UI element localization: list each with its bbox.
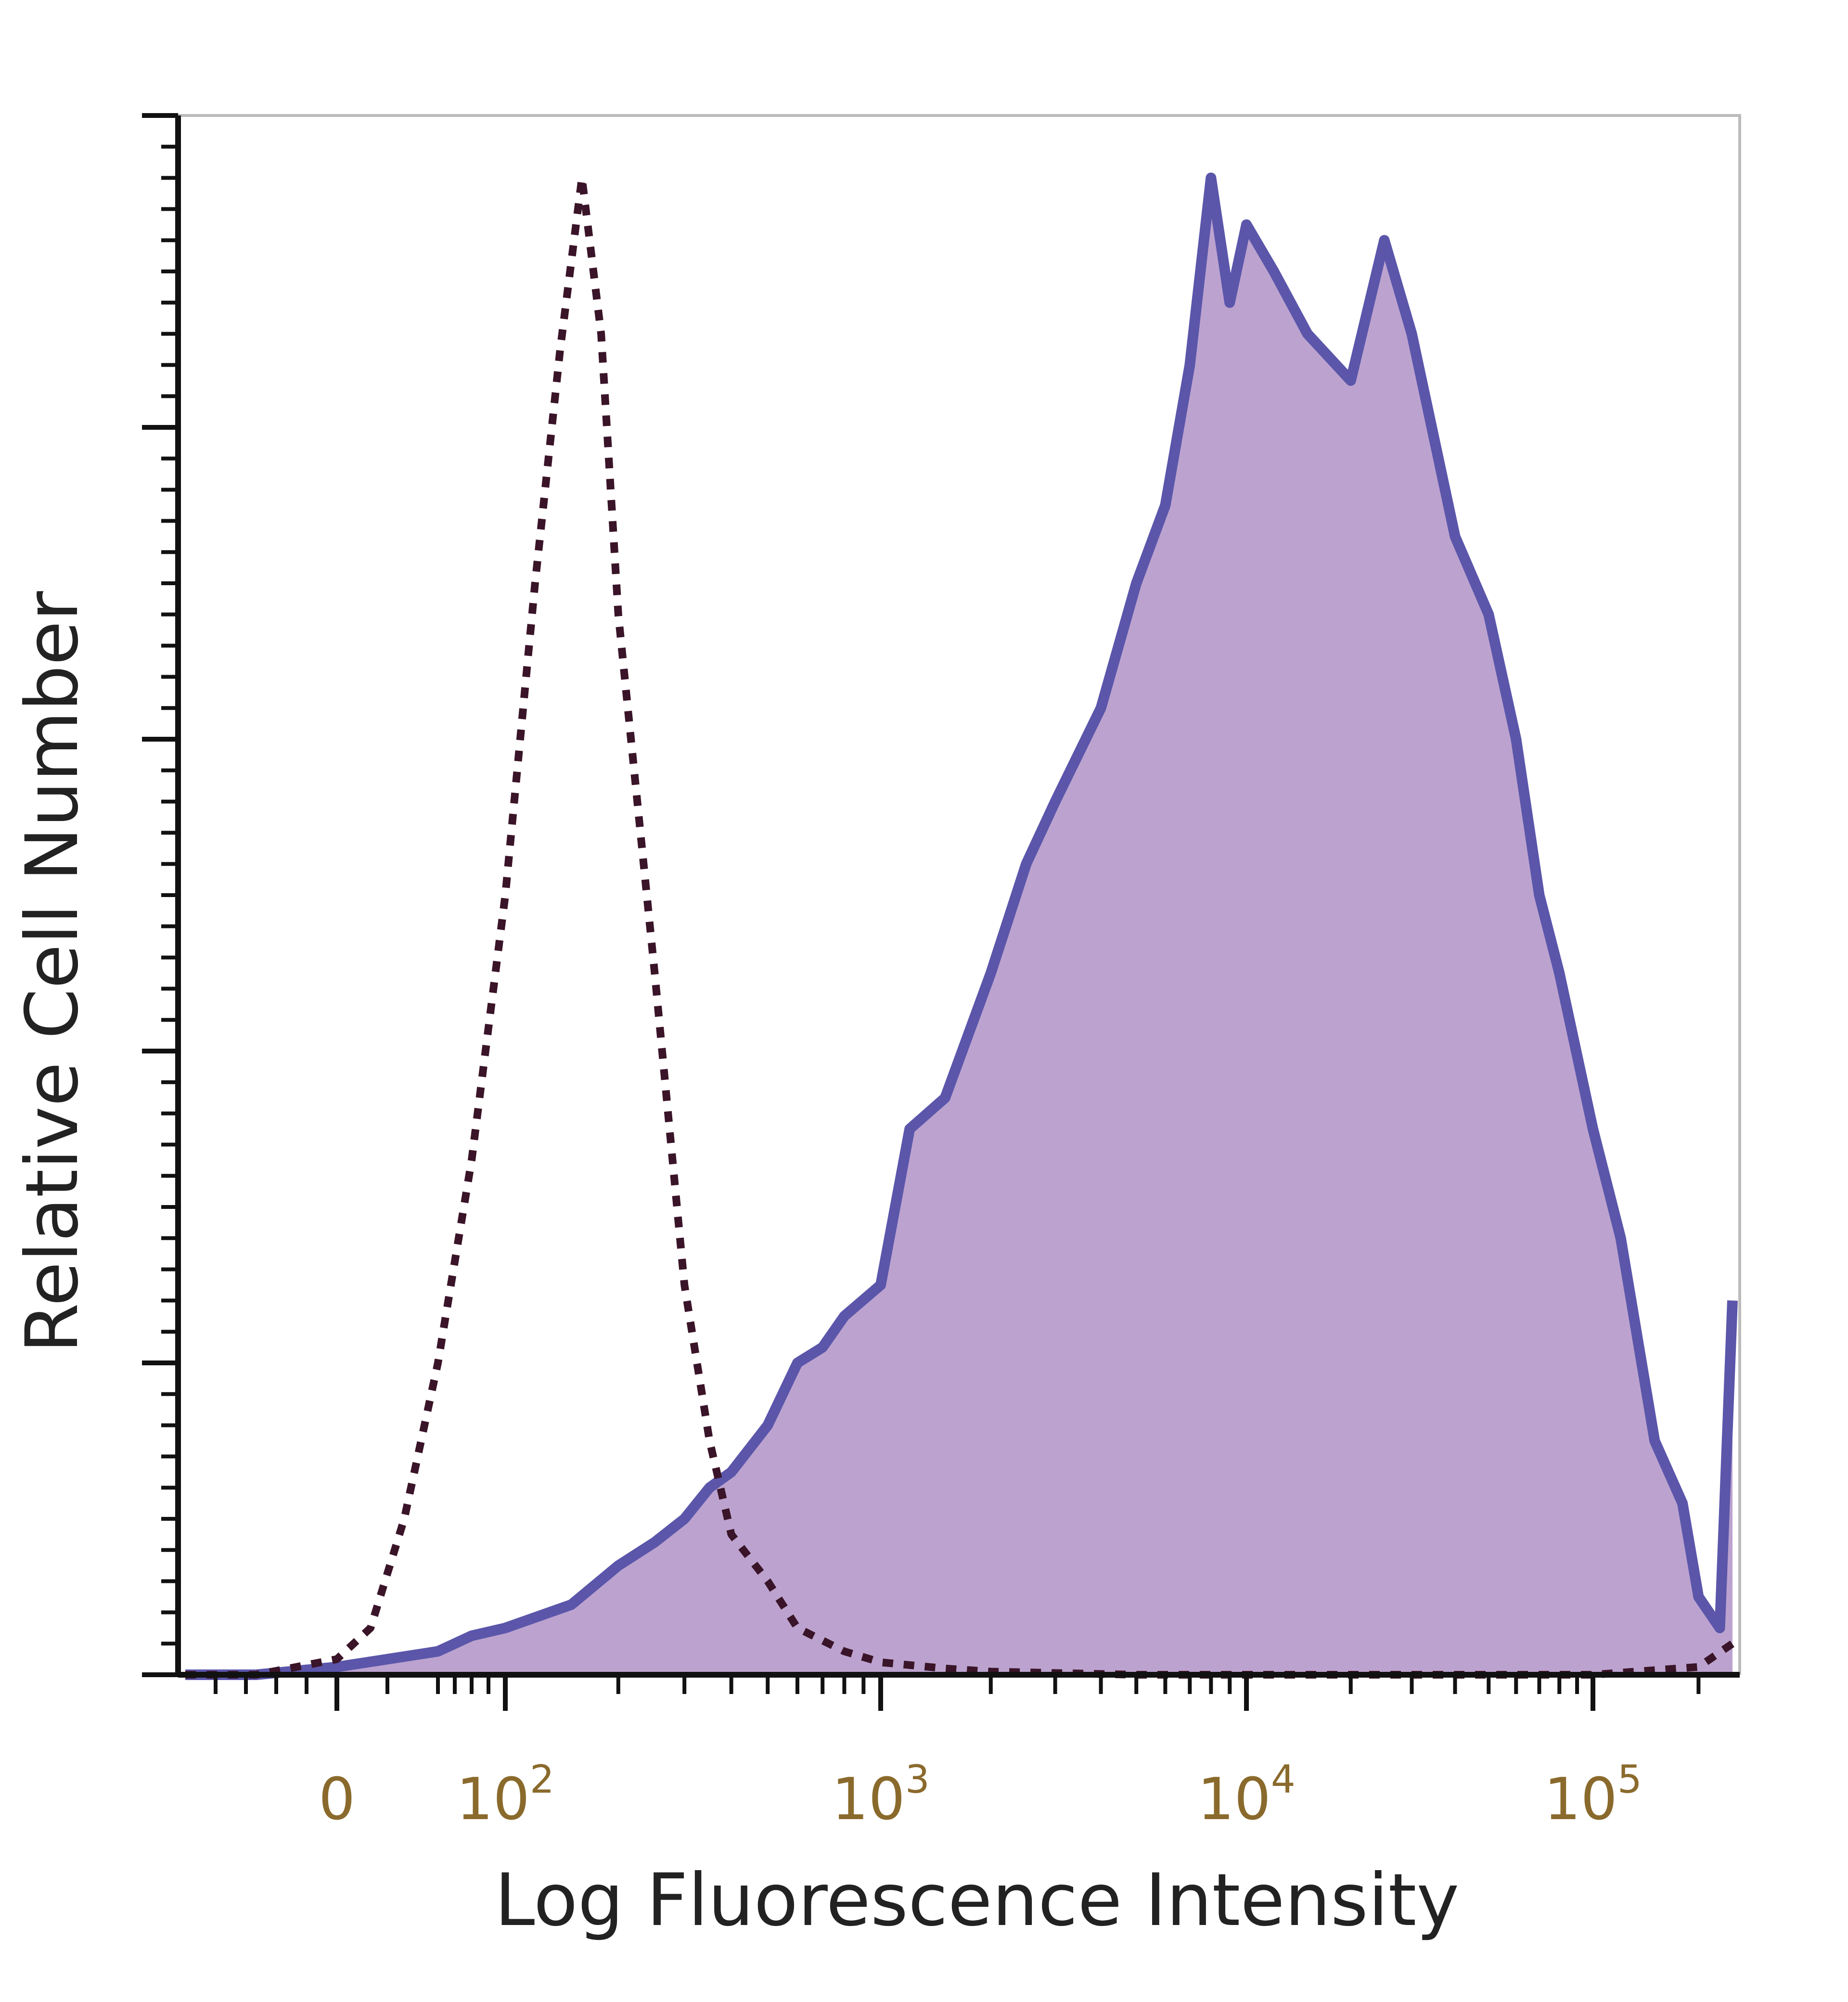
y-axis-title: Relative Cell Number — [11, 591, 94, 1353]
x-tick-label-exponent: 2 — [530, 1757, 554, 1802]
plot-frame — [178, 114, 1741, 1675]
x-tick-label: 102 — [456, 1757, 554, 1833]
x-axis-title: Log Fluorescence Intensity — [495, 1859, 1459, 1942]
x-tick-label: 104 — [1197, 1757, 1296, 1833]
x-tick-label: 0 — [319, 1766, 355, 1833]
x-tick-label: 103 — [832, 1757, 930, 1833]
stained-histogram-fill — [185, 178, 1732, 1675]
x-tick-label-exponent: 3 — [905, 1757, 930, 1802]
axes: 0 102 103 104 105 — [142, 113, 1741, 1833]
control-histogram-dashed — [185, 174, 1735, 1679]
plot-area — [185, 172, 1738, 1680]
stained-histogram-line — [185, 172, 1738, 1680]
x-tick-label: 105 — [1544, 1757, 1642, 1833]
x-tick-label-exponent: 5 — [1617, 1757, 1642, 1802]
x-tick-label-exponent: 4 — [1271, 1757, 1296, 1802]
